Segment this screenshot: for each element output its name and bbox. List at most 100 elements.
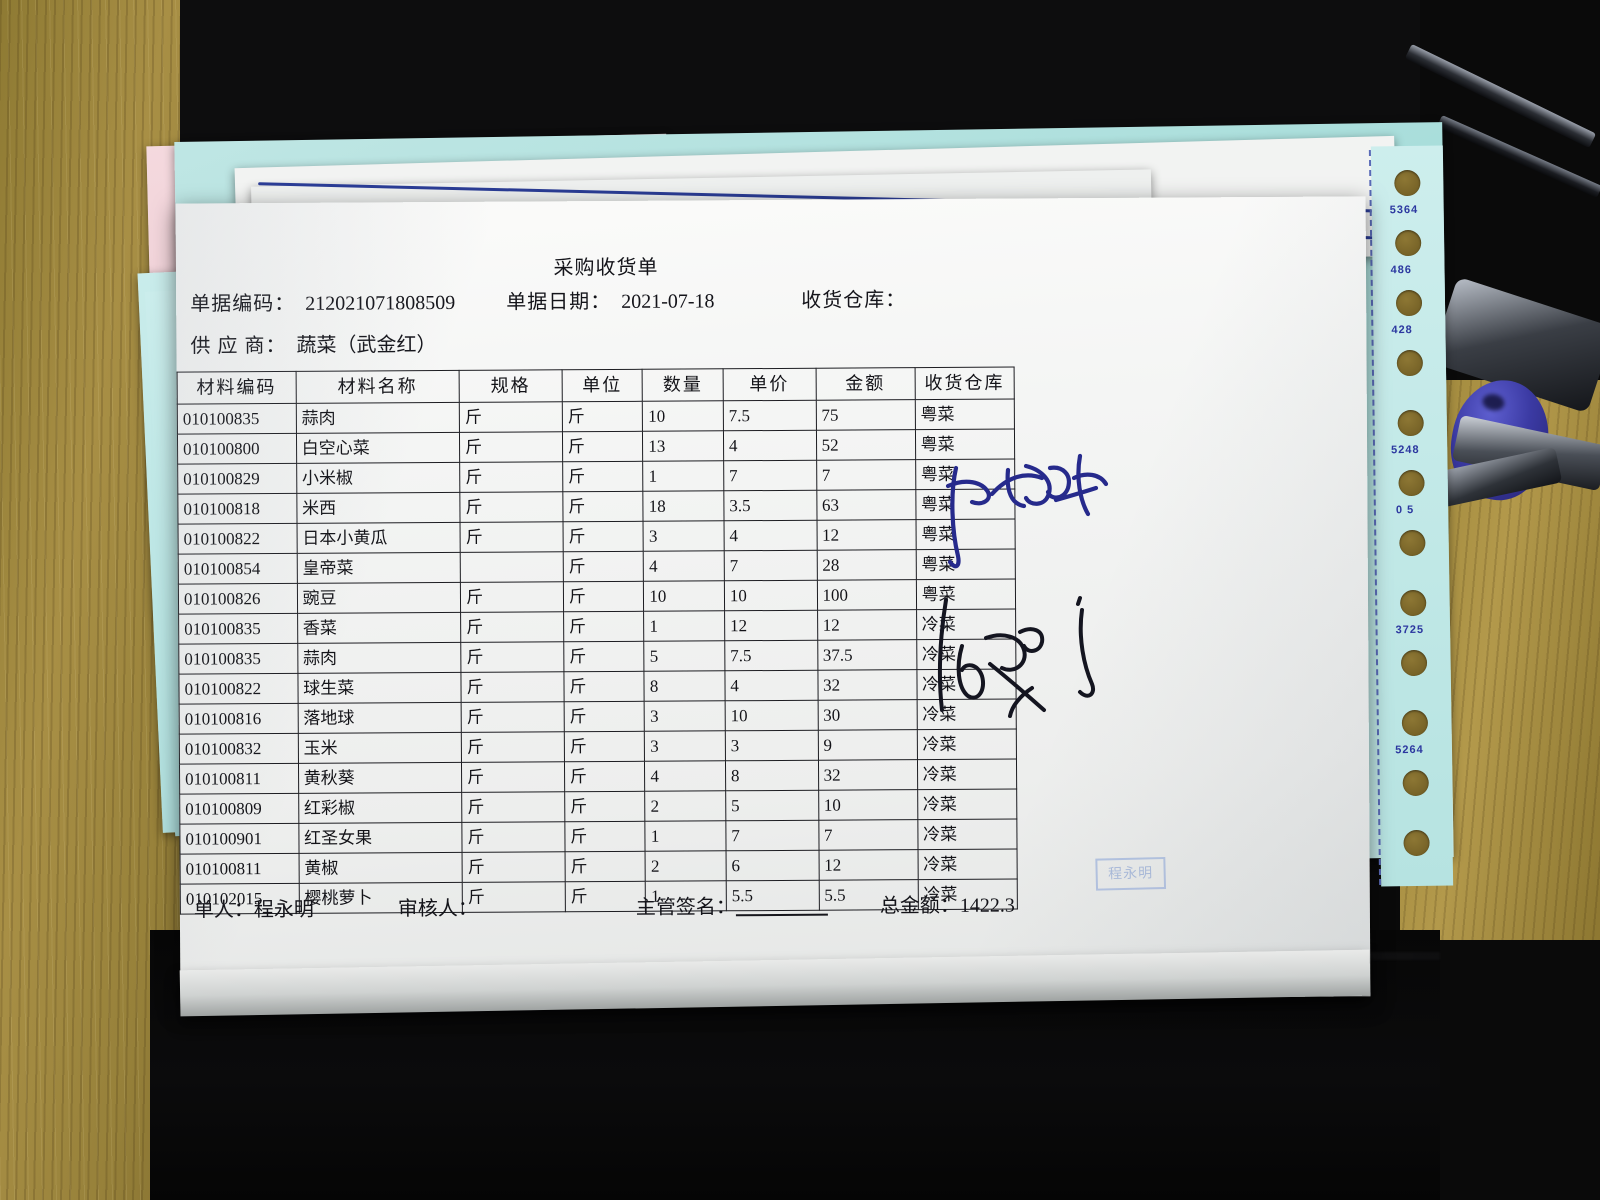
item-unit: 斤 [564,731,645,762]
header-warehouse-field: 收货仓库： [801,283,916,313]
item-code: 010100901 [179,823,299,855]
filler-label: 单人： [193,899,254,922]
item-name: 皇帝菜 [296,552,461,584]
item-unit: 斤 [564,791,646,822]
item-code: 010100835 [177,403,297,435]
item-price: 8 [725,760,819,791]
item-amount: 7 [816,459,916,491]
item-unit: 斤 [562,401,643,432]
item-quantity: 3 [643,520,725,552]
item-code: 010100822 [178,523,297,555]
item-quantity: 8 [644,670,725,702]
item-amount: 30 [817,699,917,731]
item-spec: 斤 [461,821,565,853]
item-name: 蒜肉 [295,402,460,434]
item-name: 蒜肉 [297,642,461,674]
item-name: 日本小黄瓜 [296,522,461,554]
item-price: 10 [724,580,818,611]
item-price: 12 [724,610,818,641]
item-warehouse: 冷菜 [916,699,1017,730]
item-spec: 斤 [460,521,564,553]
total-value: 1422.3 [959,894,1015,917]
item-amount: 75 [815,399,916,431]
item-spec: 斤 [460,581,564,613]
item-price: 6 [725,850,819,881]
item-spec: 斤 [461,791,565,823]
item-unit: 斤 [564,821,646,852]
total-label: 总金额： [879,894,960,918]
item-spec [460,551,564,583]
item-warehouse: 冷菜 [917,849,1018,880]
item-amount: 12 [816,519,916,551]
item-unit: 斤 [564,761,646,792]
item-quantity: 2 [645,850,727,882]
tractor-feed-strip-right: 5364 486 428 5248 0 5 3725 5264 [1370,145,1454,887]
item-quantity: 3 [644,700,726,732]
item-spec: 斤 [459,491,563,523]
item-warehouse: 粤菜 [915,579,1016,610]
item-quantity: 5 [644,640,725,672]
item-spec: 斤 [459,461,563,493]
item-name: 白空心菜 [296,432,460,464]
item-amount: 9 [817,729,918,761]
item-name: 黄椒 [298,852,463,884]
item-code: 010100829 [177,463,297,495]
column-header-unit: 单位 [561,369,643,402]
item-name: 球生菜 [297,672,462,704]
document-code-label: 单据编码： [190,292,296,316]
item-price: 4 [724,670,818,701]
item-price: 3 [725,730,819,761]
item-name: 豌豆 [297,582,461,614]
item-price: 3.5 [723,490,817,521]
item-amount: 32 [817,669,917,701]
document-code-value: 212021071808509 [305,291,456,315]
item-warehouse: 粤菜 [915,429,1015,460]
item-warehouse: 粤菜 [915,549,1016,580]
item-quantity: 3 [644,730,726,762]
item-price: 7 [724,550,817,581]
item-warehouse: 冷菜 [917,819,1018,850]
item-amount: 37.5 [817,639,917,671]
item-spec: 斤 [459,401,563,433]
document-date-value: 2021-07-18 [621,290,715,313]
item-price: 10 [724,700,818,731]
item-quantity: 18 [643,490,724,522]
item-name: 小米椒 [296,462,460,494]
item-code: 010100800 [177,433,297,465]
item-unit: 斤 [563,641,645,672]
item-unit: 斤 [563,671,645,702]
item-warehouse: 冷菜 [916,639,1016,670]
item-price: 4 [723,520,817,551]
item-warehouse: 冷菜 [916,669,1017,700]
document-date-field: 单据日期： 2021-07-18 [506,284,715,314]
item-amount: 28 [816,549,916,581]
column-header-warehouse: 收货仓库 [914,367,1015,400]
item-name: 红圣女果 [298,822,463,854]
item-spec: 斤 [461,761,565,793]
purchase-receipt-document: 采购收货单 单据编码： 212021071808509 单据日期： 2021-07-… [175,196,1371,1004]
supplier-field: 供 应 商： 蔬菜（武金红） [190,328,436,359]
item-code: 010100816 [179,703,298,735]
item-amount: 63 [816,489,916,521]
item-warehouse: 冷菜 [916,729,1017,760]
footer-signature-line: 单人：程永明 审核人： 主管签名： 总金额：1422.3 [194,887,1194,922]
supervisor-signature-blank[interactable] [735,913,828,917]
item-name: 黄秋葵 [298,762,462,794]
item-spec: 斤 [461,731,565,763]
item-price: 7.5 [723,400,817,431]
filler-value: 程永明 [253,898,314,922]
item-spec: 斤 [459,431,563,463]
item-name: 红彩椒 [298,792,462,824]
document-title: 采购收货单 [553,256,659,280]
item-quantity: 4 [643,550,725,582]
item-spec: 斤 [460,611,564,643]
line-items-table: 材料编码 材料名称 规格 单位 数量 单价 金额 收货仓库 010100835 蒜… [177,367,1018,915]
item-amount: 100 [816,579,917,611]
item-quantity: 13 [642,430,724,462]
item-code: 010100854 [178,553,298,585]
column-header-quantity: 数量 [642,368,724,402]
item-code: 010100835 [178,613,298,645]
item-quantity: 1 [643,610,725,642]
table-header-row: 材料编码 材料名称 规格 单位 数量 单价 金额 收货仓库 [177,367,1015,405]
item-code: 010100811 [180,853,299,885]
